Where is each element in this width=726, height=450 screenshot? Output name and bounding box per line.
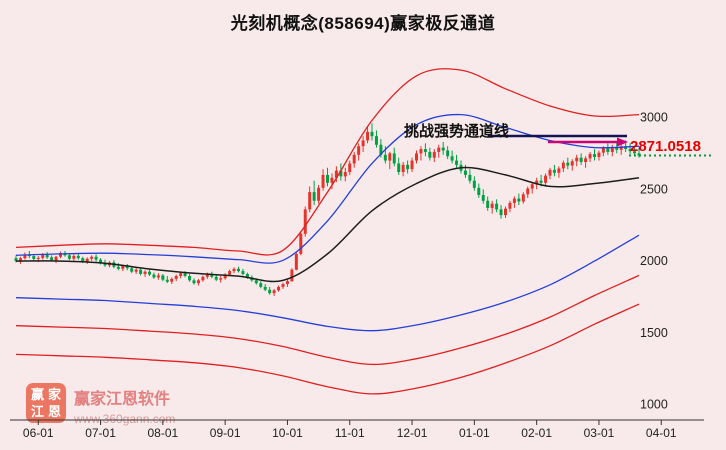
channel-line-lower-rail-blue <box>15 234 640 332</box>
y-tick-label: 3000 <box>640 110 668 124</box>
logo-char: 江 <box>30 404 44 419</box>
channel-line-upper-rail-red <box>15 68 640 256</box>
channel-line-outer-lower-rail-red <box>15 303 640 395</box>
logo-char: 家 <box>47 387 61 402</box>
page-title: 光刻机概念(858694)赢家极反通道 <box>230 14 496 33</box>
x-tick-label: 02-01 <box>521 426 552 440</box>
y-tick-label: 1500 <box>640 326 668 340</box>
x-tick-label: 04-01 <box>646 426 677 440</box>
y-axis-labels: 3000 2500 2000 1500 1000 <box>640 110 668 411</box>
logo-char: 恩 <box>47 404 61 419</box>
x-tick-label: 03-01 <box>584 426 615 440</box>
x-axis: 06-01 07-01 08-01 09-01 10-01 11-01 12-01 01-01… <box>10 419 704 440</box>
annotation-challenge-text: 挑战强势通道线 <box>404 123 510 140</box>
x-tick-label: 01-01 <box>459 426 490 440</box>
x-tick-label: 11-01 <box>335 426 365 440</box>
y-tick-label: 2000 <box>640 254 668 268</box>
x-tick-label: 08-01 <box>147 426 178 440</box>
x-tick-label: 09-01 <box>210 426 241 440</box>
y-tick-label: 1000 <box>640 398 668 412</box>
x-tick-label: 06-01 <box>23 426 54 440</box>
channel-line-life-line-black <box>15 166 640 283</box>
logo-char: 赢 <box>30 387 44 402</box>
watermark-url: www.360gann.com <box>74 412 176 426</box>
winner-gann-logo: 赢家江恩 <box>26 383 66 423</box>
candlestick-series <box>14 123 641 297</box>
x-tick-label: 12-01 <box>397 426 428 440</box>
watermark-brand: 赢家江恩软件 <box>74 391 171 408</box>
annotation-arrow <box>548 137 628 147</box>
channel-line-lower-rail-red <box>15 274 640 366</box>
resistance-price-label: 2871.0518 <box>630 138 701 155</box>
watermark: 赢家江恩 赢家江恩软件 www.360gann.com <box>26 383 175 426</box>
x-tick-label: 10-01 <box>272 426 303 440</box>
watermark-text: 赢家江恩软件 www.360gann.com <box>74 383 175 426</box>
x-tick-label: 07-01 <box>85 426 116 440</box>
y-tick-label: 2500 <box>640 182 668 196</box>
